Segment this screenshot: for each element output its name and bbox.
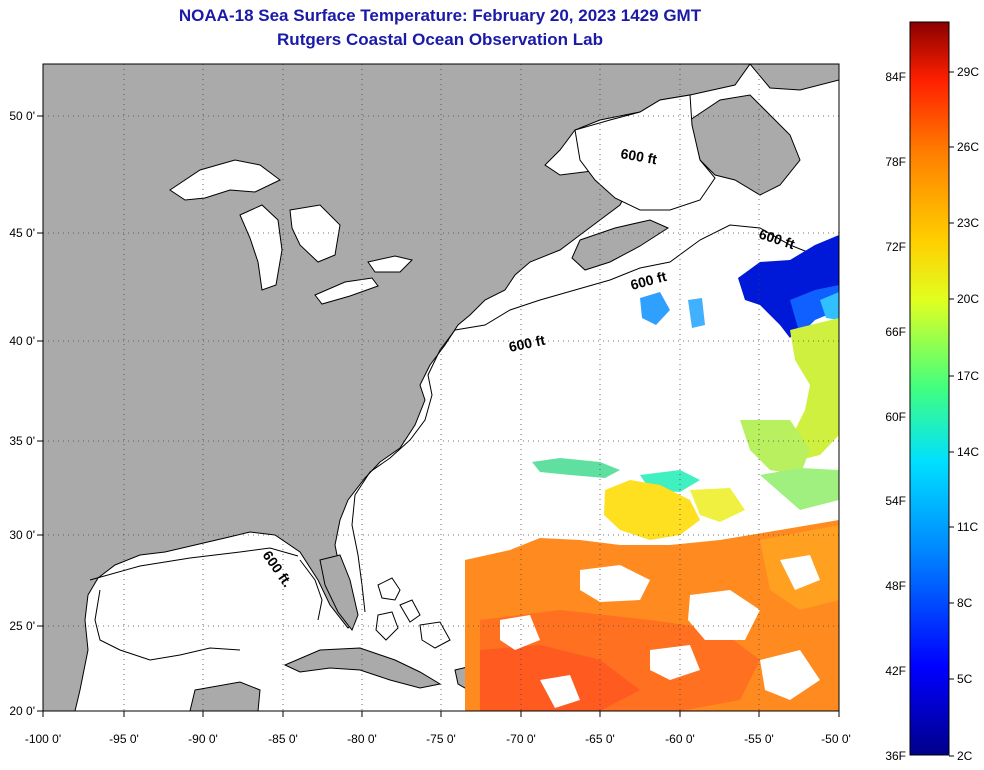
- colorbar-label-f: 42F: [885, 664, 906, 678]
- lat-tick-label: 45 0': [9, 226, 35, 240]
- contour-label-4: 600 ft: [507, 332, 546, 355]
- land-nova-scotia: [571, 219, 670, 271]
- lat-tick-label: 35 0': [9, 434, 35, 448]
- longitude-axis: -100 0' -95 0' -90 0' -85 0' -80 0' -75 0' -70…: [25, 711, 851, 746]
- colorbar-label-f: 84F: [885, 70, 906, 84]
- land-florida: [319, 554, 359, 631]
- lon-tick-label: -60 0': [665, 732, 695, 746]
- colorbar-label-f: 54F: [885, 494, 906, 508]
- lon-tick-label: -75 0': [426, 732, 456, 746]
- lat-tick-label: 50 0': [9, 109, 35, 123]
- colorbar-label-f: 36F: [885, 749, 906, 763]
- lon-tick-label: -65 0': [585, 732, 615, 746]
- lon-tick-label: -80 0': [347, 732, 377, 746]
- colorbar-label-f: 48F: [885, 579, 906, 593]
- colorbar-label-c: 8C: [957, 596, 973, 610]
- gulf-st-lawrence: [574, 94, 716, 211]
- land-yucatan: [189, 681, 261, 711]
- lake-superior: [169, 159, 281, 201]
- latitude-axis: 50 0' 45 0' 40 0' 35 0' 30 0' 25 0' 20 0': [9, 109, 43, 718]
- lon-tick-label: -95 0': [109, 732, 139, 746]
- colorbar-fahrenheit-labels: 84F 78F 72F 66F 60F 54F 48F 42F 36F: [885, 70, 906, 763]
- colorbar-label-c: 26C: [957, 140, 979, 154]
- lat-tick-label: 25 0': [9, 619, 35, 633]
- colorbar: [909, 21, 950, 756]
- lake-huron: [289, 204, 341, 263]
- contour-label-1: 600 ft: [619, 145, 658, 167]
- colorbar-label-f: 66F: [885, 325, 906, 339]
- bahamas: [375, 577, 451, 649]
- map-title: NOAA-18 Sea Surface Temperature: Februar…: [178, 6, 702, 25]
- colorbar-label-c: 20C: [957, 292, 979, 306]
- colorbar-label-f: 78F: [885, 155, 906, 169]
- lon-tick-label: -90 0': [188, 732, 218, 746]
- colorbar-label-c: 17C: [957, 369, 979, 383]
- colorbar-label-c: 2C: [957, 749, 973, 763]
- lon-tick-label: -100 0': [25, 732, 61, 746]
- colorbar-label-c: 14C: [957, 445, 979, 459]
- land-north-america: [43, 64, 751, 711]
- colorbar-label-c: 11C: [957, 520, 978, 534]
- lat-tick-label: 20 0': [9, 704, 35, 718]
- land-labrador: [749, 64, 839, 91]
- lat-tick-label: 40 0': [9, 334, 35, 348]
- land-cuba: [283, 647, 442, 689]
- lat-tick-label: 30 0': [9, 528, 35, 542]
- depth-contour-gulf-inner: [89, 547, 299, 581]
- colorbar-label-f: 60F: [885, 410, 906, 424]
- colorbar-label-c: 23C: [957, 216, 979, 230]
- depth-contour-600ft: [94, 224, 816, 661]
- lon-tick-label: -70 0': [506, 732, 536, 746]
- lon-tick-label: -55 0': [744, 732, 774, 746]
- colorbar-label-c: 29C: [957, 65, 979, 79]
- lon-tick-label: -85 0': [268, 732, 298, 746]
- colorbar-label-c: 5C: [957, 672, 973, 686]
- map-subtitle: Rutgers Coastal Ocean Observation Lab: [277, 30, 603, 49]
- colorbar-label-f: 72F: [885, 240, 906, 254]
- lake-ontario: [367, 255, 413, 273]
- lon-tick-label: -50 0': [821, 732, 851, 746]
- colorbar-celsius-labels: 29C 26C 23C 20C 17C 14C 11C 8C 5C 2C: [949, 65, 979, 763]
- lake-michigan: [239, 204, 283, 291]
